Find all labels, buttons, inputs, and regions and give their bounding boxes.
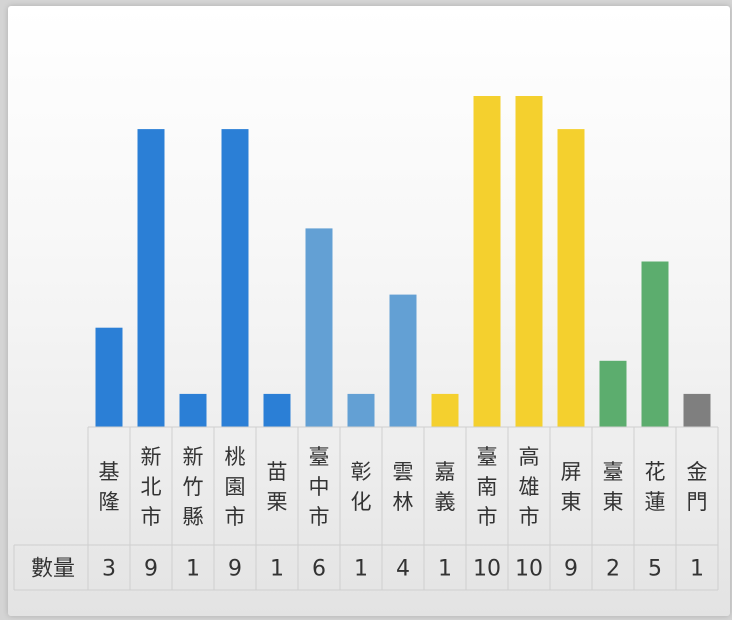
bar-4	[221, 129, 249, 427]
bar-10	[473, 96, 501, 427]
data-table-value: 9	[228, 557, 242, 582]
category-label: 臺中市	[309, 445, 330, 529]
data-table-value: 9	[564, 557, 578, 582]
bar-group	[95, 96, 711, 427]
bar-11	[515, 96, 543, 427]
bar-2	[137, 129, 165, 427]
bar-15	[683, 393, 711, 427]
data-table-value: 5	[648, 557, 662, 582]
data-table-value: 3	[102, 557, 116, 582]
bar-3	[179, 393, 207, 427]
category-label: 雲林	[393, 460, 414, 514]
category-label: 桃園市	[225, 445, 246, 529]
bar-5	[263, 393, 291, 427]
data-table-value: 1	[438, 557, 452, 582]
bar-7	[347, 393, 375, 427]
category-label: 金門	[687, 460, 708, 514]
category-label: 彰化	[351, 460, 372, 514]
category-label: 苗栗	[267, 460, 288, 514]
category-label: 基隆	[99, 460, 120, 514]
data-table-value: 10	[473, 557, 501, 582]
category-label: 臺南市	[477, 445, 498, 529]
category-label: 花蓮	[645, 460, 666, 514]
bar-6	[305, 228, 333, 427]
bar-12	[557, 129, 585, 427]
category-label: 新北市	[141, 445, 162, 529]
data-table-value: 4	[396, 557, 410, 582]
category-label: 新竹縣	[183, 445, 204, 529]
chart-area: 基隆 新北市 新竹縣 桃園市 苗栗 臺中市 彰化 雲林 嘉義 臺南市 高雄市 屏東 臺東 花蓮 金門 數量 …	[8, 6, 730, 616]
data-table-values: 3 9 1 9 1 6 1 4 1 10 10 9 2 5 1	[102, 557, 704, 582]
data-table-value: 1	[690, 557, 704, 582]
bar-9	[431, 393, 459, 427]
data-table-value: 1	[270, 557, 284, 582]
bar-14	[641, 261, 669, 427]
bar-1	[95, 327, 123, 427]
data-table-value: 2	[606, 557, 620, 582]
category-label: 高雄市	[519, 445, 540, 529]
category-label: 屏東	[561, 460, 582, 514]
category-label: 臺東	[603, 460, 624, 514]
data-table-row-header: 數量	[31, 557, 75, 582]
category-label: 嘉義	[435, 460, 456, 514]
data-table-value: 1	[186, 557, 200, 582]
data-table-value: 6	[312, 557, 326, 582]
bar-13	[599, 360, 627, 427]
data-table-value: 10	[515, 557, 543, 582]
bar-8	[389, 294, 417, 427]
data-table-value: 9	[144, 557, 158, 582]
data-table-grid	[13, 426, 719, 591]
data-table-value: 1	[354, 557, 368, 582]
